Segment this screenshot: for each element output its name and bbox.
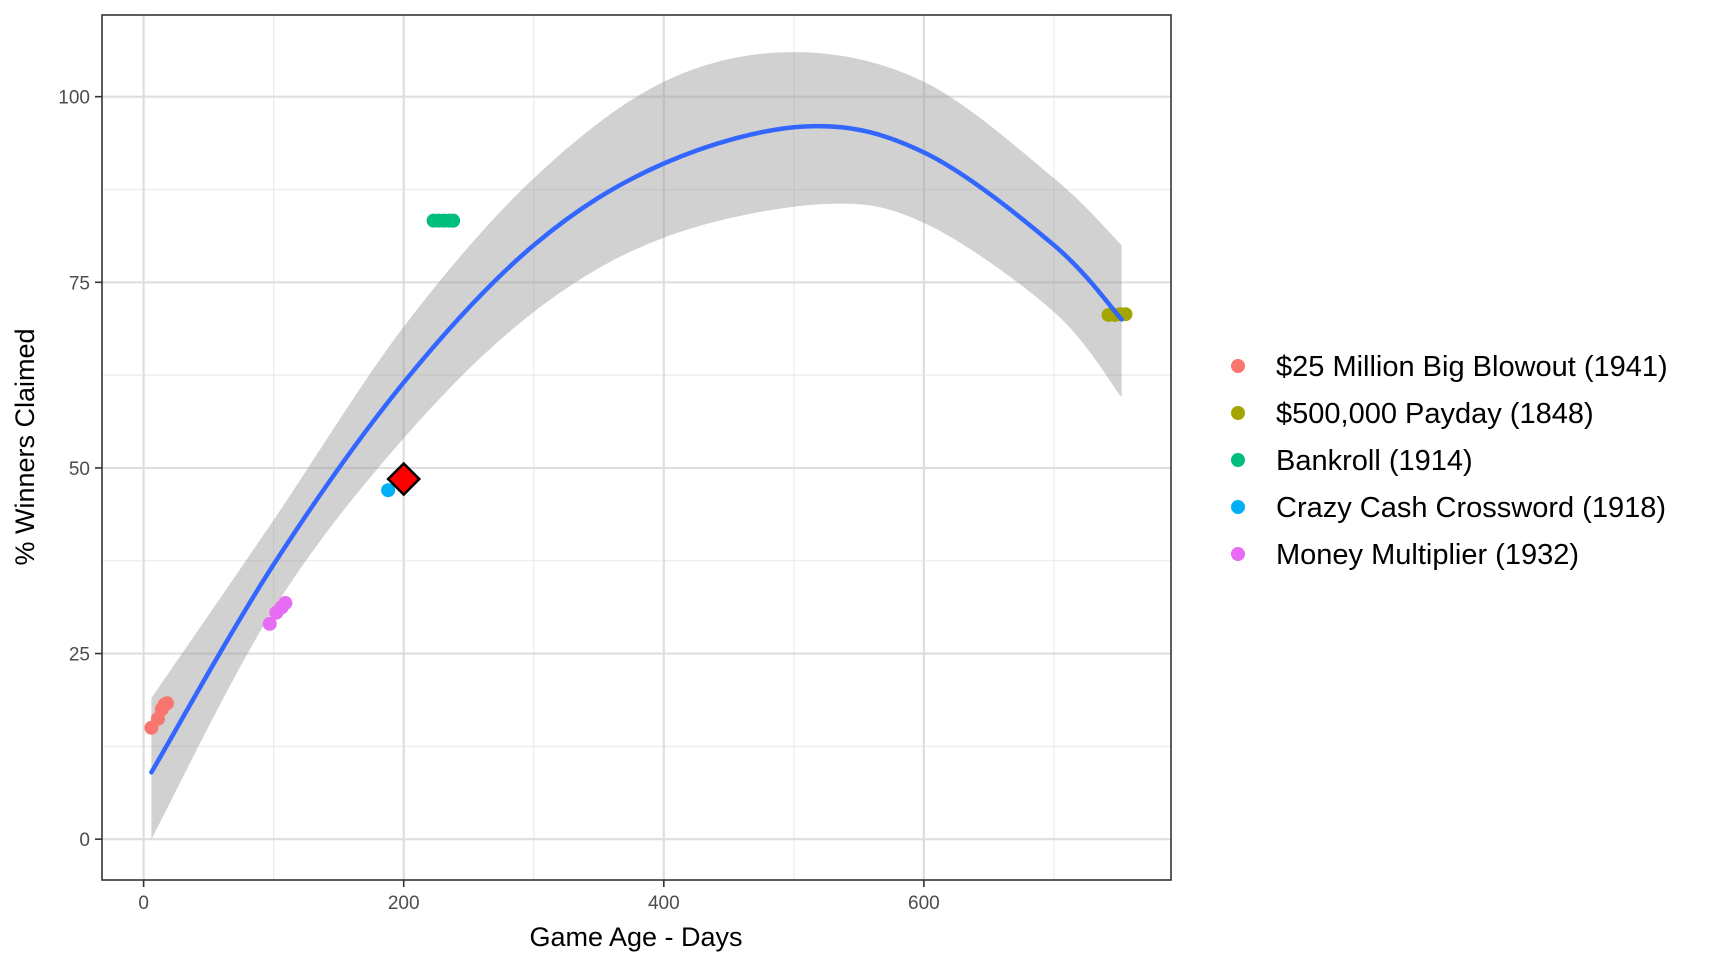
grid-major <box>102 15 1171 880</box>
fit-curve-line <box>149 123 1124 775</box>
confidence-band <box>151 52 1122 840</box>
legend-key <box>1231 406 1245 420</box>
legend-key <box>1231 359 1245 373</box>
legend-label: $25 Million Big Blowout (1941) <box>1276 351 1668 383</box>
legend: $25 Million Big Blowout (1941) $500,000 P… <box>1231 351 1668 571</box>
y-tick-label: 100 <box>58 88 90 109</box>
legend-key <box>1231 500 1245 514</box>
grid-minor <box>102 15 1171 880</box>
y-tick-label: 25 <box>69 645 90 666</box>
plot-panel <box>102 15 1171 880</box>
y-tick-label: 0 <box>79 830 90 851</box>
legend-label: Money Multiplier (1932) <box>1276 539 1579 571</box>
scatter-point <box>446 213 461 228</box>
x-tick-labels: 0 200 400 600 <box>138 893 939 914</box>
x-axis-title: Game Age - Days <box>529 922 742 952</box>
x-tick-label: 0 <box>138 893 149 914</box>
scatter-point <box>381 483 396 498</box>
data-points <box>144 213 1133 735</box>
y-tick-label: 75 <box>69 273 90 294</box>
legend-key <box>1231 547 1245 561</box>
scatter-point <box>278 596 293 611</box>
scatter-point <box>262 616 277 631</box>
axis-ticks <box>95 95 925 887</box>
y-tick-label: 50 <box>69 459 90 480</box>
y-axis-title: % Winners Claimed <box>10 328 40 565</box>
legend-label: $500,000 Payday (1848) <box>1276 398 1594 430</box>
legend-label: Crazy Cash Crossword (1918) <box>1276 492 1666 524</box>
x-tick-label: 400 <box>648 893 680 914</box>
x-tick-label: 200 <box>388 893 420 914</box>
x-tick-label: 600 <box>908 893 940 914</box>
legend-key <box>1231 453 1245 467</box>
scatter-point <box>160 696 175 711</box>
legend-label: Bankroll (1914) <box>1276 445 1473 477</box>
highlight-diamond-marker <box>386 461 422 497</box>
plot-border <box>101 14 1172 881</box>
y-tick-labels: 0 25 50 75 100 <box>58 88 90 851</box>
